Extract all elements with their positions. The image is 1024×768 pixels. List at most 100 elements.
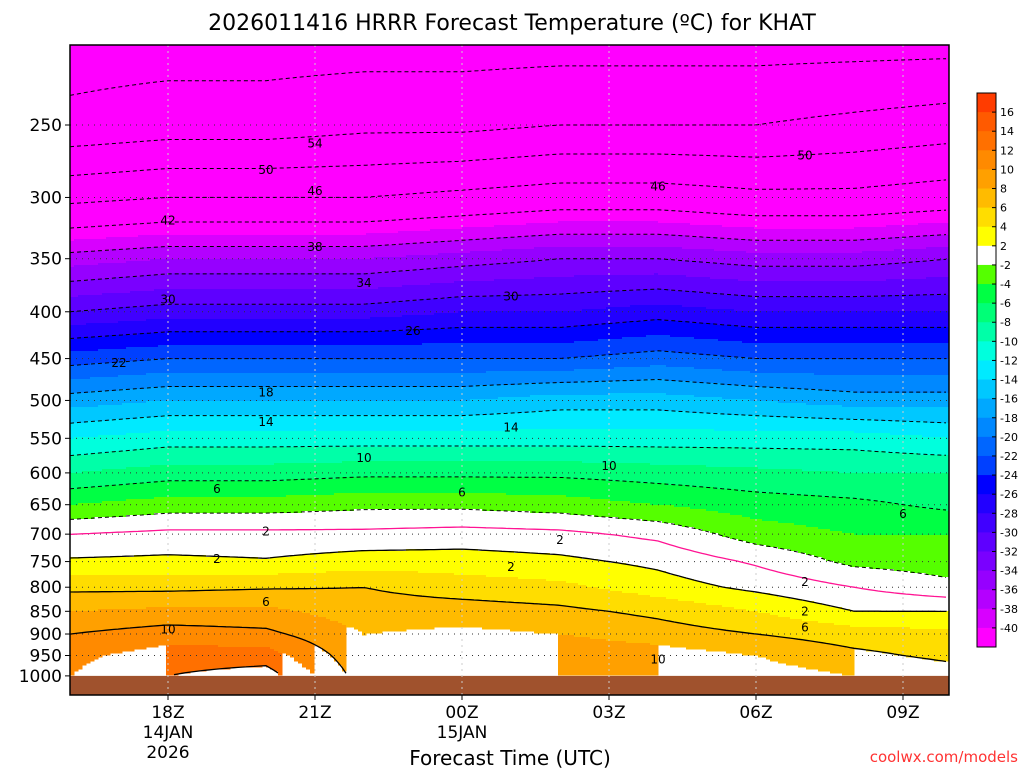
temperature-band-cell: [694, 625, 699, 650]
temperature-band-cell: [706, 605, 711, 628]
temperature-band-cell: [650, 597, 655, 618]
temperature-band-cell: [398, 493, 403, 510]
temperature-band-cell: [222, 305, 227, 320]
temperature-band-cell: [742, 281, 747, 296]
temperature-band-cell: [442, 359, 447, 374]
temperature-band-cell: [70, 45, 75, 242]
temperature-band-cell: [798, 229, 803, 242]
temperature-band-cell: [754, 491, 759, 520]
temperature-band-cell: [678, 525, 683, 578]
temperature-band-cell: [222, 447, 227, 466]
temperature-band-cell: [598, 259, 603, 276]
temperature-band-cell: [730, 415, 735, 432]
temperature-band-cell: [142, 333, 147, 348]
temperature-band-cell: [138, 483, 143, 500]
temperature-band-cell: [78, 295, 83, 312]
temperature-band-cell: [742, 385, 747, 400]
temperature-band-cell: [386, 287, 391, 304]
temperature-band-cell: [550, 247, 555, 260]
temperature-band-cell: [822, 529, 827, 560]
temperature-band-cell: [738, 341, 743, 358]
temperature-band-cell: [114, 363, 119, 378]
temperature-band-cell: [346, 305, 351, 320]
temperature-band-cell: [434, 401, 439, 416]
temperature-band-cell: [118, 575, 123, 592]
temperature-band-cell: [846, 229, 851, 242]
temperature-band-cell: [662, 275, 667, 290]
temperature-band-cell: [630, 447, 635, 464]
temperature-band-cell: [170, 625, 175, 646]
temperature-band-cell: [386, 415, 391, 432]
temperature-band-cell: [230, 589, 235, 608]
temperature-band-cell: [174, 331, 179, 346]
temperature-band-cell: [382, 359, 387, 374]
temperature-band-cell: [90, 363, 95, 378]
temperature-band-cell: [622, 353, 627, 368]
temperature-band-cell: [102, 453, 107, 470]
temperature-band-cell: [854, 567, 859, 612]
temperature-band-cell: [110, 391, 115, 406]
temperature-band-cell: [150, 259, 155, 276]
temperature-band-cell: [390, 477, 395, 494]
temperature-band-cell: [350, 273, 355, 290]
temperature-band-cell: [90, 377, 95, 392]
temperature-band-cell: [346, 571, 351, 588]
temperature-band-cell: [750, 359, 755, 374]
temperature-band-cell: [586, 395, 591, 410]
temperature-band-cell: [358, 345, 363, 360]
temperature-band-cell: [450, 599, 455, 628]
temperature-band-cell: [634, 463, 639, 482]
temperature-band-cell: [694, 225, 699, 238]
temperature-band-cell: [366, 461, 371, 478]
temperature-band-cell: [390, 447, 395, 462]
temperature-band-cell: [90, 471, 95, 488]
temperature-band-cell: [198, 513, 203, 556]
temperature-band-cell: [318, 289, 323, 306]
temperature-band-cell: [574, 357, 579, 370]
temperature-band-cell: [602, 221, 607, 236]
temperature-band-cell: [690, 237, 695, 250]
temperature-band-cell: [562, 395, 567, 410]
temperature-band-cell: [706, 429, 711, 448]
temperature-band-cell: [282, 431, 287, 448]
temperature-band-cell: [526, 371, 531, 384]
temperature-band-cell: [410, 231, 415, 244]
temperature-band-cell: [766, 521, 771, 548]
temperature-band-cell: [202, 247, 207, 260]
temperature-band-cell: [358, 509, 363, 552]
temperature-band-cell: [786, 469, 791, 496]
temperature-band-cell: [230, 647, 235, 668]
temperature-band-cell: [274, 259, 279, 274]
temperature-band-cell: [310, 415, 315, 432]
temperature-band-cell: [226, 575, 231, 590]
temperature-band-cell: [862, 297, 867, 312]
temperature-band-cell: [710, 225, 715, 238]
temperature-band-cell: [370, 317, 375, 332]
temperature-band-cell: [694, 581, 699, 604]
temperature-band-cell: [238, 647, 243, 668]
temperature-band-cell: [274, 481, 279, 498]
temperature-band-cell: [250, 627, 255, 648]
temperature-band-cell: [570, 277, 575, 294]
temperature-band-cell: [622, 481, 627, 502]
temperature-band-cell: [78, 393, 83, 408]
temperature-band-cell: [794, 373, 799, 390]
temperature-band-cell: [754, 449, 759, 468]
temperature-band-cell: [466, 343, 471, 360]
temperature-band-cell: [750, 241, 755, 254]
temperature-band-cell: [246, 305, 251, 320]
temperature-band-cell: [178, 45, 183, 236]
temperature-band-cell: [106, 501, 111, 518]
temperature-band-cell: [158, 481, 163, 498]
temperature-band-cell: [354, 45, 359, 236]
temperature-band-cell: [622, 593, 627, 614]
temperature-band-cell: [818, 389, 823, 406]
temperature-band-cell: [190, 481, 195, 498]
temperature-band-cell: [734, 467, 739, 490]
temperature-band-cell: [582, 259, 587, 276]
temperature-band-cell: [478, 311, 483, 328]
temperature-band-cell: [494, 327, 499, 344]
temperature-band-cell: [770, 281, 775, 298]
temperature-band-cell: [666, 235, 671, 248]
temperature-band-cell: [142, 499, 147, 516]
